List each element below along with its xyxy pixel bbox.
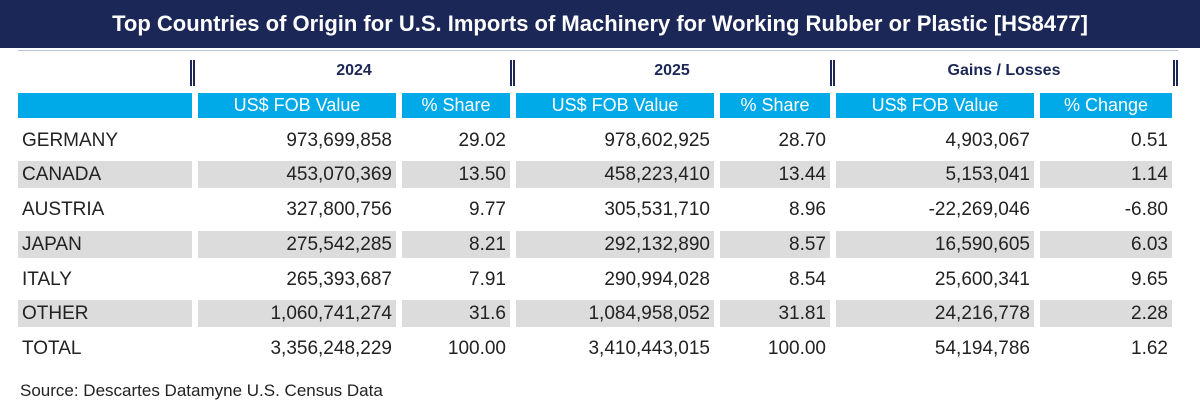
table-cell: 8.96 <box>789 198 826 220</box>
table-cell: 305,531,710 <box>604 198 710 220</box>
table-cell: 28.70 <box>778 129 826 151</box>
table-cell: 458,223,410 <box>516 161 714 188</box>
table-cell: 54,194,786 <box>934 337 1030 359</box>
table-cell: 290,994,028 <box>604 268 710 290</box>
table-cell: 1,060,741,274 <box>198 300 396 327</box>
table-cell: 0.51 <box>1131 129 1168 151</box>
column-header-blank <box>18 93 192 118</box>
divider <box>18 50 1178 51</box>
table-cell: 275,542,285 <box>198 231 396 258</box>
table-cell: 292,132,890 <box>516 231 714 258</box>
group-separator <box>510 60 515 86</box>
column-header: US$ FOB Value <box>198 93 396 118</box>
table-cell: 5,153,041 <box>836 161 1034 188</box>
group-separator <box>190 60 195 86</box>
table-cell: 9.77 <box>469 198 506 220</box>
table-cell: 25,600,341 <box>934 268 1030 290</box>
table-cell: 100.00 <box>767 337 826 359</box>
table-cell: -22,269,046 <box>928 198 1030 220</box>
source-note: Source: Descartes Datamyne U.S. Census D… <box>20 381 383 400</box>
table-cell: 327,800,756 <box>286 198 392 220</box>
table-cell: 6.03 <box>1040 231 1172 258</box>
country-name: ITALY <box>22 268 72 290</box>
table-cell: 31.81 <box>720 300 830 327</box>
table-cell: 265,393,687 <box>286 268 392 290</box>
country-name: TOTAL <box>22 337 82 359</box>
table-cell: 1.14 <box>1040 161 1172 188</box>
table-cell: 3,356,248,229 <box>270 337 392 359</box>
group-header-gains-losses: Gains / Losses <box>947 62 1061 79</box>
country-name: GERMANY <box>22 129 119 151</box>
table-cell: 9.65 <box>1131 268 1168 290</box>
column-header: % Share <box>402 93 510 118</box>
table-cell: 29.02 <box>458 129 506 151</box>
table-title: Top Countries of Origin for U.S. Imports… <box>0 0 1200 48</box>
table-cell: 973,699,858 <box>286 129 392 151</box>
table-cell: 24,216,778 <box>836 300 1034 327</box>
country-name: CANADA <box>18 161 192 188</box>
table-cell: 16,590,605 <box>836 231 1034 258</box>
table-cell: -6.80 <box>1124 198 1168 220</box>
column-header: US$ FOB Value <box>516 93 714 118</box>
group-header-2025: 2025 <box>654 62 690 79</box>
column-header: % Change <box>1040 93 1172 118</box>
table-cell: 3,410,443,015 <box>588 337 710 359</box>
table-cell: 100.00 <box>447 337 506 359</box>
table-cell: 7.91 <box>469 268 506 290</box>
table-cell: 8.54 <box>789 268 826 290</box>
table-cell: 978,602,925 <box>604 129 710 151</box>
table-cell: 4,903,067 <box>945 129 1030 151</box>
country-name: JAPAN <box>18 231 192 258</box>
country-name: AUSTRIA <box>22 198 105 220</box>
table-cell: 1,084,958,052 <box>516 300 714 327</box>
table-cell: 2.28 <box>1040 300 1172 327</box>
group-separator <box>830 60 835 86</box>
country-name: OTHER <box>18 300 192 327</box>
group-header-2024: 2024 <box>336 62 372 79</box>
table-cell: 8.57 <box>720 231 830 258</box>
column-header: % Share <box>720 93 830 118</box>
group-separator <box>1173 60 1178 86</box>
table-cell: 13.44 <box>720 161 830 188</box>
table-cell: 453,070,369 <box>198 161 396 188</box>
column-header: US$ FOB Value <box>836 93 1034 118</box>
table-cell: 1.62 <box>1131 337 1168 359</box>
table-cell: 13.50 <box>402 161 510 188</box>
table-cell: 31.6 <box>402 300 510 327</box>
table-cell: 8.21 <box>402 231 510 258</box>
